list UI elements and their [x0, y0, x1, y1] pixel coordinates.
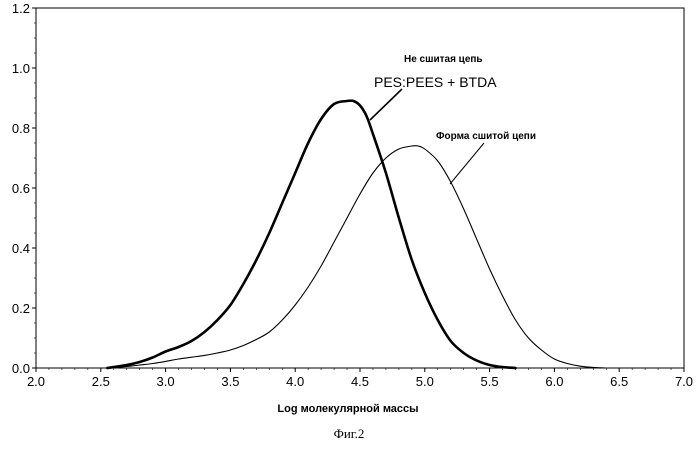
x-tick-label: 5.0 [416, 374, 434, 389]
figure-caption: Фиг.2 [334, 426, 365, 441]
y-tick-label: 0.6 [12, 181, 30, 196]
x-axis-title: Log молекулярной массы [277, 403, 418, 415]
crosslinked-label: Форма сшитой цепи [436, 131, 536, 142]
x-tick-label: 3.0 [157, 374, 175, 389]
uncrosslinked-leader-line [370, 89, 402, 120]
chart-series [36, 101, 684, 368]
x-tick-label: 4.5 [351, 374, 369, 389]
x-tick-label: 3.5 [221, 374, 239, 389]
x-tick-label: 6.0 [545, 374, 563, 389]
chart-axes: 2.0 2.5 3.0 3.5 4.0 4.5 5.0 5.5 6.0 6.5 7.0 0.0 0.2 0… [12, 1, 693, 389]
crosslinked-series-line [107, 146, 606, 368]
y-tick-label: 0.4 [12, 241, 30, 256]
x-tick-label: 5.5 [481, 374, 499, 389]
x-tick-label: 2.5 [92, 374, 110, 389]
uncrosslinked-formula: PES:PEES + BTDA [374, 74, 497, 90]
plot-frame [36, 8, 684, 368]
y-tick-label: 1.0 [12, 61, 30, 76]
y-tick-label: 0.0 [12, 361, 30, 376]
x-tick-label: 6.5 [610, 374, 628, 389]
uncrosslinked-label: Не сшитая цепь [404, 54, 483, 65]
crosslinked-leader-line [450, 143, 484, 184]
y-tick-label: 1.2 [12, 1, 30, 16]
x-tick-label: 4.0 [286, 374, 304, 389]
chart-annotations: Не сшитая цепь PES:PEES + BTDA Форма сши… [370, 54, 536, 184]
x-tick-label: 2.0 [27, 374, 45, 389]
y-tick-label: 0.2 [12, 301, 30, 316]
y-tick-label: 0.8 [12, 121, 30, 136]
x-tick-label: 7.0 [675, 374, 693, 389]
